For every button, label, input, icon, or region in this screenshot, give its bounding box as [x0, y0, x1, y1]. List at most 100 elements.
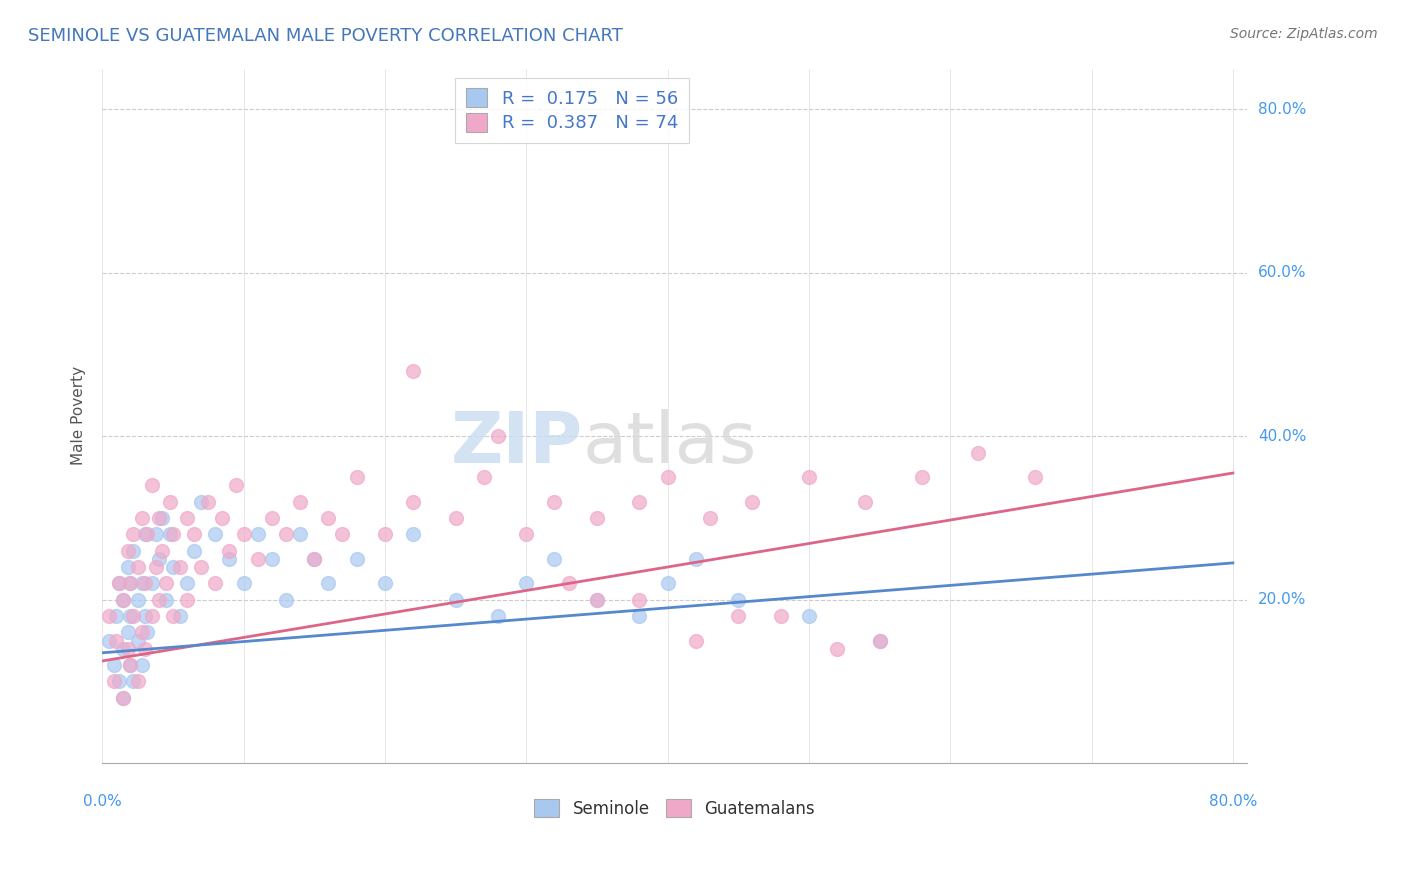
Point — [246, 527, 269, 541]
Point — [628, 494, 651, 508]
Point — [515, 527, 537, 541]
Point — [98, 609, 121, 624]
Point — [444, 511, 467, 525]
Point — [136, 527, 159, 541]
Point — [112, 592, 135, 607]
Point — [288, 494, 311, 508]
Point — [108, 576, 131, 591]
Text: 20.0%: 20.0% — [1258, 592, 1306, 607]
Point — [586, 592, 609, 607]
Point — [105, 609, 128, 624]
Point — [120, 658, 142, 673]
Point — [159, 527, 181, 541]
Point — [162, 609, 184, 624]
Y-axis label: Male Poverty: Male Poverty — [72, 367, 86, 466]
Point — [131, 658, 153, 673]
Point — [557, 576, 579, 591]
Point — [225, 478, 247, 492]
Point — [169, 560, 191, 574]
Point — [169, 609, 191, 624]
Point — [176, 592, 198, 607]
Point — [117, 560, 139, 574]
Point — [218, 551, 240, 566]
Point — [628, 609, 651, 624]
Point — [141, 478, 163, 492]
Point — [120, 576, 142, 591]
Point — [131, 511, 153, 525]
Point — [183, 543, 205, 558]
Point — [444, 592, 467, 607]
Point — [127, 560, 149, 574]
Point — [134, 527, 156, 541]
Point — [134, 609, 156, 624]
Point — [911, 470, 934, 484]
Point — [727, 609, 749, 624]
Point — [127, 633, 149, 648]
Point — [797, 470, 820, 484]
Point — [260, 511, 283, 525]
Point — [145, 560, 167, 574]
Point — [105, 633, 128, 648]
Point — [103, 658, 125, 673]
Text: atlas: atlas — [583, 409, 758, 478]
Point — [204, 527, 226, 541]
Point — [117, 543, 139, 558]
Point — [211, 511, 233, 525]
Point — [685, 551, 707, 566]
Point — [318, 511, 340, 525]
Point — [122, 609, 145, 624]
Point — [117, 625, 139, 640]
Point — [197, 494, 219, 508]
Point — [145, 527, 167, 541]
Point — [332, 527, 354, 541]
Point — [274, 592, 297, 607]
Text: ZIP: ZIP — [451, 409, 583, 478]
Point — [108, 576, 131, 591]
Point — [543, 494, 565, 508]
Point — [586, 511, 609, 525]
Point — [98, 633, 121, 648]
Point — [543, 551, 565, 566]
Point — [402, 494, 425, 508]
Point — [797, 609, 820, 624]
Point — [190, 560, 212, 574]
Text: 80.0%: 80.0% — [1258, 102, 1306, 117]
Point — [302, 551, 325, 566]
Point — [825, 641, 848, 656]
Point — [176, 511, 198, 525]
Point — [657, 576, 679, 591]
Point — [134, 641, 156, 656]
Point — [122, 674, 145, 689]
Point — [162, 560, 184, 574]
Point — [117, 641, 139, 656]
Point — [103, 674, 125, 689]
Point — [274, 527, 297, 541]
Point — [190, 494, 212, 508]
Point — [141, 576, 163, 591]
Point — [302, 551, 325, 566]
Point — [402, 527, 425, 541]
Point — [769, 609, 792, 624]
Point — [120, 658, 142, 673]
Point — [112, 690, 135, 705]
Point — [586, 592, 609, 607]
Point — [232, 527, 254, 541]
Point — [869, 633, 891, 648]
Point — [131, 625, 153, 640]
Point — [628, 592, 651, 607]
Point — [150, 543, 173, 558]
Point — [741, 494, 763, 508]
Text: 60.0%: 60.0% — [1258, 265, 1306, 280]
Point — [855, 494, 877, 508]
Point — [318, 576, 340, 591]
Point — [112, 641, 135, 656]
Point — [218, 543, 240, 558]
Text: 80.0%: 80.0% — [1209, 794, 1257, 809]
Point — [346, 470, 368, 484]
Point — [232, 576, 254, 591]
Point — [374, 527, 396, 541]
Point — [176, 576, 198, 591]
Point — [150, 511, 173, 525]
Point — [127, 592, 149, 607]
Point — [155, 576, 177, 591]
